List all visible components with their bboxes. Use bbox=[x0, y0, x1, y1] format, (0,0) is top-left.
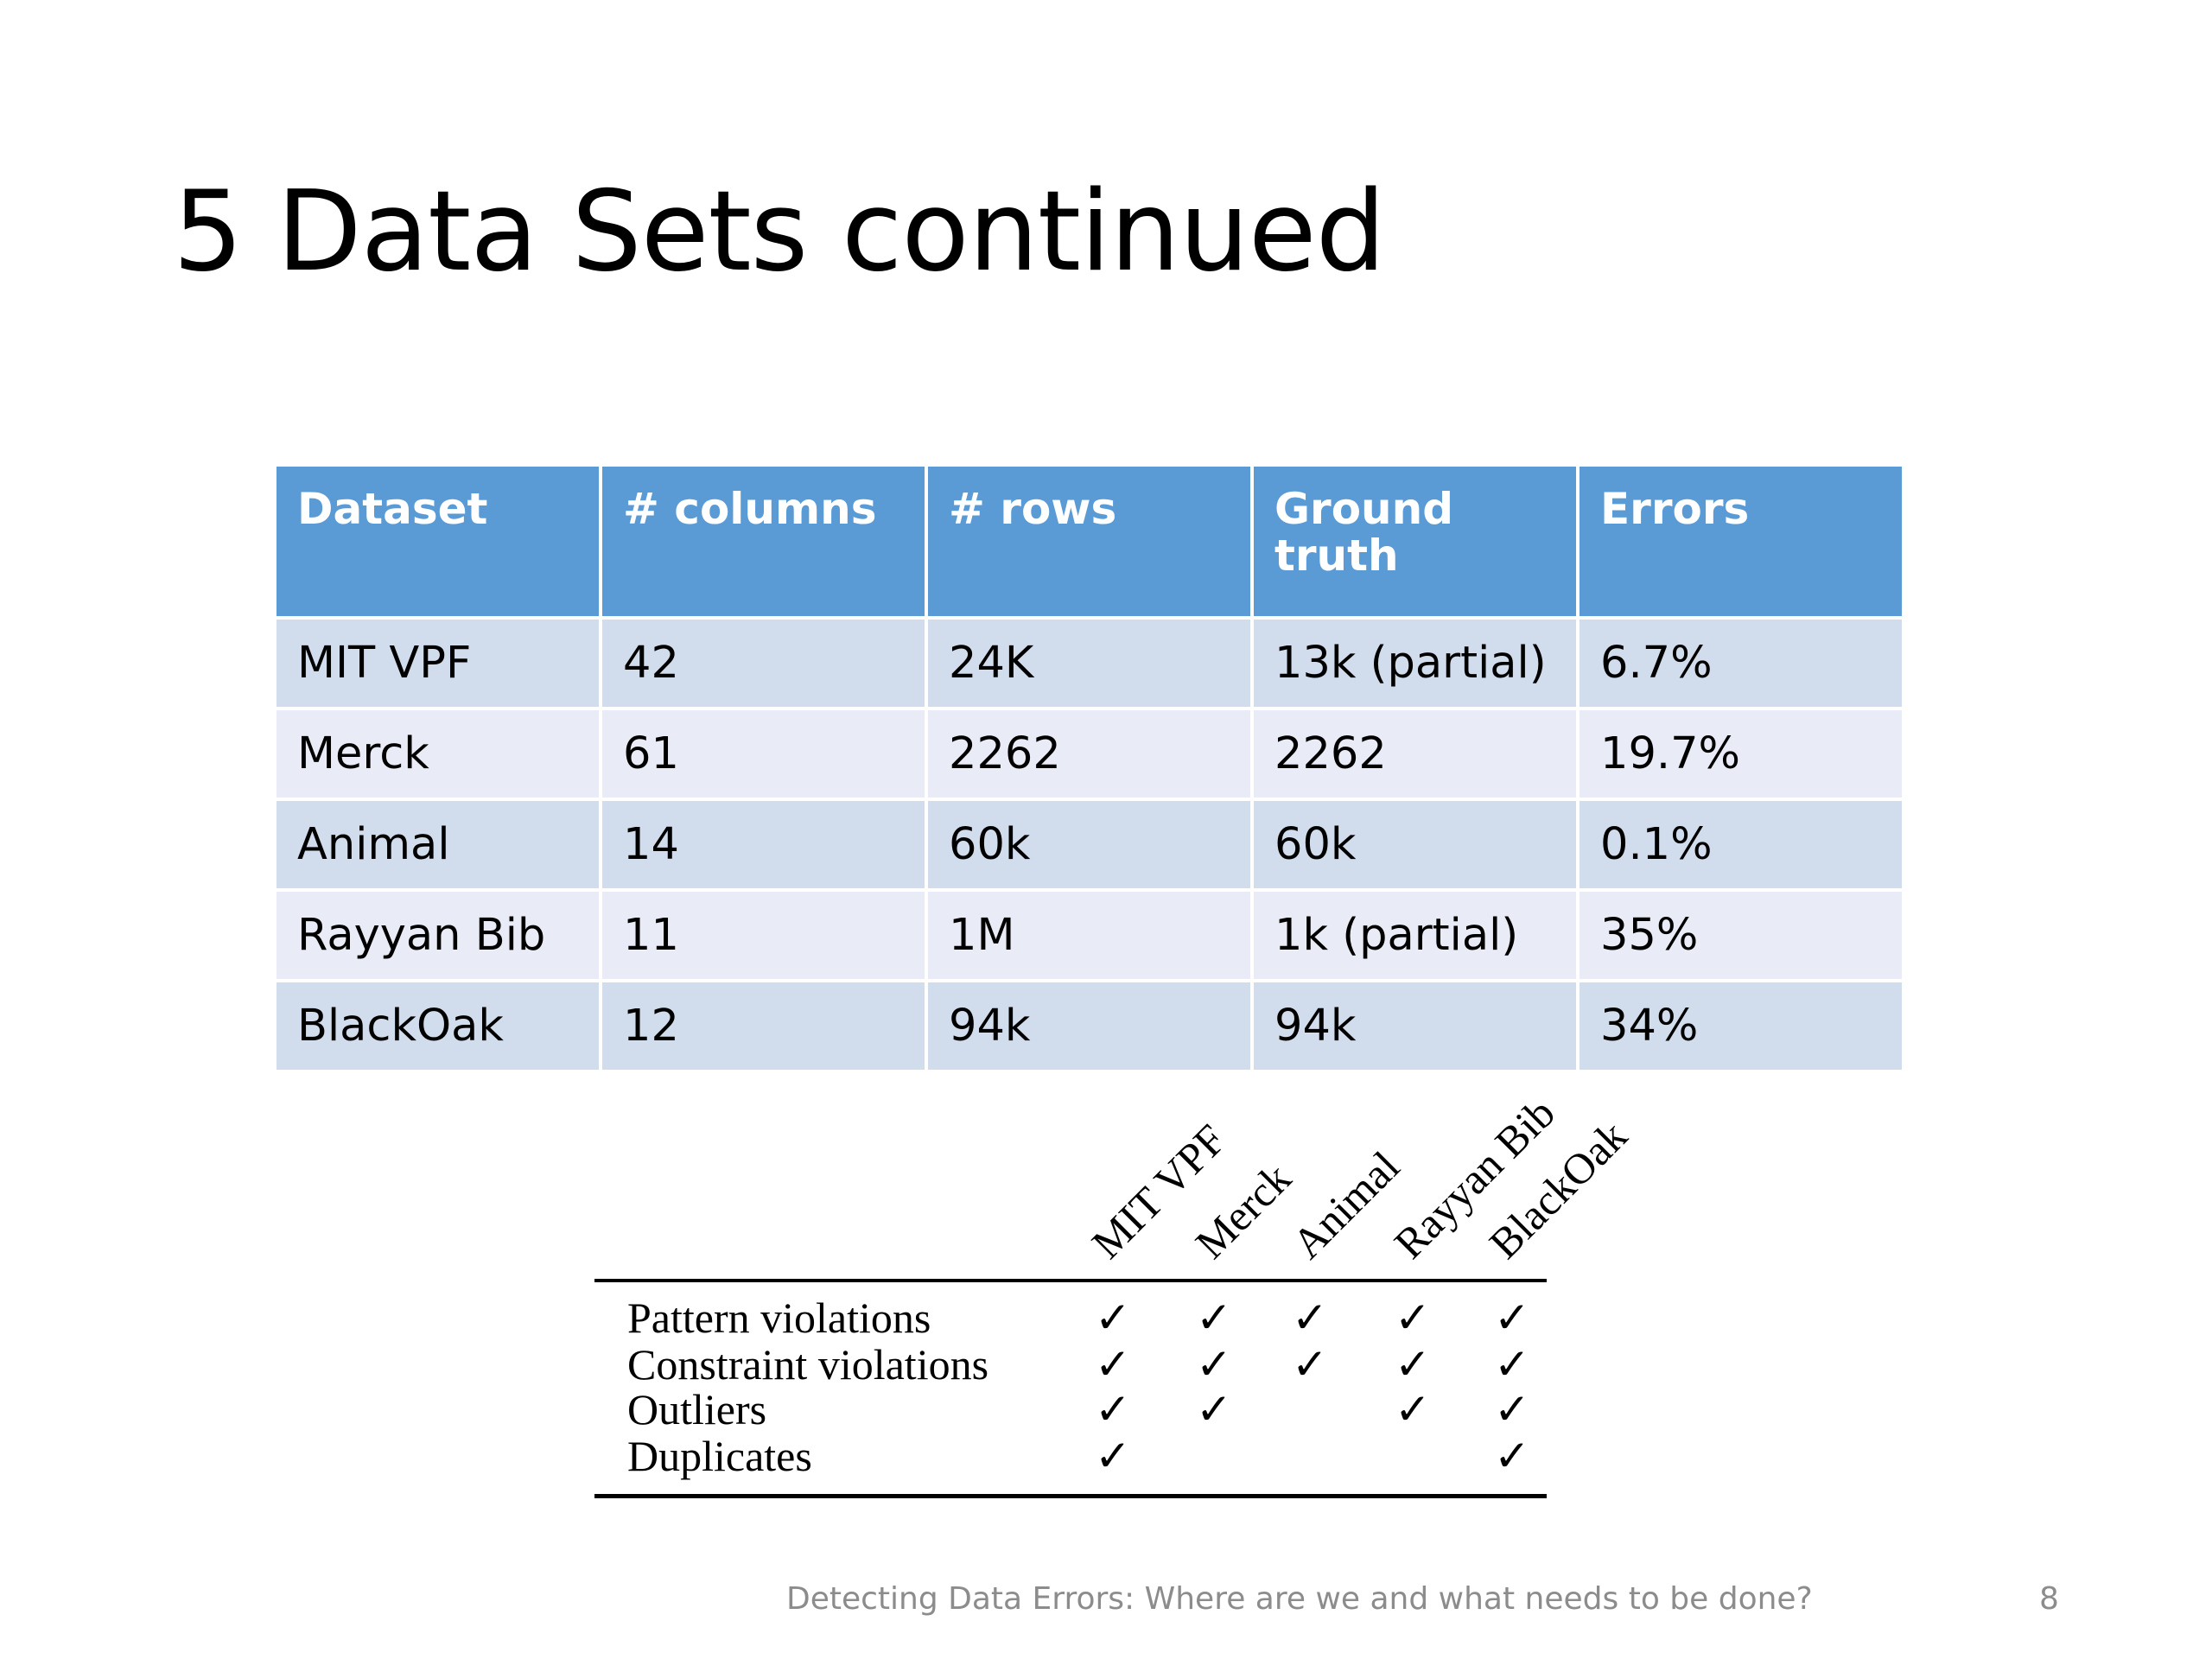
matrix-row-label: Outliers bbox=[627, 1385, 767, 1433]
table-row: BlackOak 12 94k 94k 34% bbox=[276, 982, 1902, 1070]
header-rows: # rows bbox=[928, 467, 1250, 616]
matrix-row: Pattern violations ✓ ✓ ✓ ✓ ✓ bbox=[594, 1294, 1547, 1341]
check-icon: ✓ bbox=[1196, 1293, 1232, 1343]
check-icon: ✓ bbox=[1095, 1431, 1131, 1481]
cell-ground-truth: 1k (partial) bbox=[1254, 892, 1576, 979]
check-icon: ✓ bbox=[1395, 1293, 1431, 1343]
cell-dataset: MIT VPF bbox=[276, 620, 599, 707]
table-row: MIT VPF 42 24K 13k (partial) 6.7% bbox=[276, 620, 1902, 707]
check-icon: ✓ bbox=[1494, 1339, 1530, 1389]
matrix-col-animal: Animal bbox=[1282, 1141, 1409, 1268]
check-icon: ✓ bbox=[1095, 1339, 1131, 1389]
matrix-row-label: Duplicates bbox=[627, 1432, 812, 1480]
cell-rows: 2262 bbox=[928, 710, 1250, 798]
error-type-matrix: Pattern violations ✓ ✓ ✓ ✓ ✓ Constraint viol… bbox=[594, 1279, 1547, 1498]
cell-columns: 14 bbox=[602, 801, 925, 888]
matrix-row: Outliers ✓ ✓ ✓ ✓ bbox=[594, 1386, 1547, 1433]
cell-columns: 61 bbox=[602, 710, 925, 798]
cell-dataset: BlackOak bbox=[276, 982, 599, 1070]
cell-rows: 60k bbox=[928, 801, 1250, 888]
check-icon: ✓ bbox=[1292, 1339, 1328, 1389]
check-icon: ✓ bbox=[1395, 1384, 1431, 1434]
cell-errors: 35% bbox=[1580, 892, 1902, 979]
table-row: Rayyan Bib 11 1M 1k (partial) 35% bbox=[276, 892, 1902, 979]
cell-columns: 11 bbox=[602, 892, 925, 979]
matrix-row: Constraint violations ✓ ✓ ✓ ✓ ✓ bbox=[594, 1341, 1547, 1388]
check-icon: ✓ bbox=[1292, 1293, 1328, 1343]
table-row: Merck 61 2262 2262 19.7% bbox=[276, 710, 1902, 798]
cell-rows: 24K bbox=[928, 620, 1250, 707]
check-icon: ✓ bbox=[1196, 1339, 1232, 1389]
header-columns: # columns bbox=[602, 467, 925, 616]
cell-rows: 94k bbox=[928, 982, 1250, 1070]
slide-title: 5 Data Sets continued bbox=[173, 168, 1386, 296]
header-dataset: Dataset bbox=[276, 467, 599, 616]
matrix-row-label: Pattern violations bbox=[627, 1294, 931, 1342]
table-row: Animal 14 60k 60k 0.1% bbox=[276, 801, 1902, 888]
cell-dataset: Rayyan Bib bbox=[276, 892, 599, 979]
datasets-table: Dataset # columns # rows Ground truth Er… bbox=[273, 463, 1905, 1073]
cell-ground-truth: 13k (partial) bbox=[1254, 620, 1576, 707]
check-icon: ✓ bbox=[1095, 1293, 1131, 1343]
cell-columns: 12 bbox=[602, 982, 925, 1070]
cell-rows: 1M bbox=[928, 892, 1250, 979]
table-header-row: Dataset # columns # rows Ground truth Er… bbox=[276, 467, 1902, 616]
check-icon: ✓ bbox=[1494, 1293, 1530, 1343]
cell-errors: 6.7% bbox=[1580, 620, 1902, 707]
cell-errors: 0.1% bbox=[1580, 801, 1902, 888]
cell-ground-truth: 94k bbox=[1254, 982, 1576, 1070]
header-ground-truth: Ground truth bbox=[1254, 467, 1576, 616]
cell-ground-truth: 60k bbox=[1254, 801, 1576, 888]
matrix-column-headers: MIT VPF Merck Animal Rayyan Bib BlackOak bbox=[1071, 1089, 1676, 1274]
check-icon: ✓ bbox=[1494, 1431, 1530, 1481]
cell-errors: 19.7% bbox=[1580, 710, 1902, 798]
matrix-row-label: Constraint violations bbox=[627, 1340, 989, 1389]
footer-text: Detecting Data Errors: Where are we and … bbox=[786, 1581, 1813, 1617]
check-icon: ✓ bbox=[1395, 1339, 1431, 1389]
check-icon: ✓ bbox=[1494, 1384, 1530, 1434]
check-icon: ✓ bbox=[1196, 1384, 1232, 1434]
check-icon: ✓ bbox=[1095, 1384, 1131, 1434]
cell-dataset: Merck bbox=[276, 710, 599, 798]
cell-errors: 34% bbox=[1580, 982, 1902, 1070]
cell-dataset: Animal bbox=[276, 801, 599, 888]
header-errors: Errors bbox=[1580, 467, 1902, 616]
page-number: 8 bbox=[2039, 1581, 2059, 1617]
cell-columns: 42 bbox=[602, 620, 925, 707]
matrix-row: Duplicates ✓ ✓ bbox=[594, 1433, 1547, 1479]
cell-ground-truth: 2262 bbox=[1254, 710, 1576, 798]
